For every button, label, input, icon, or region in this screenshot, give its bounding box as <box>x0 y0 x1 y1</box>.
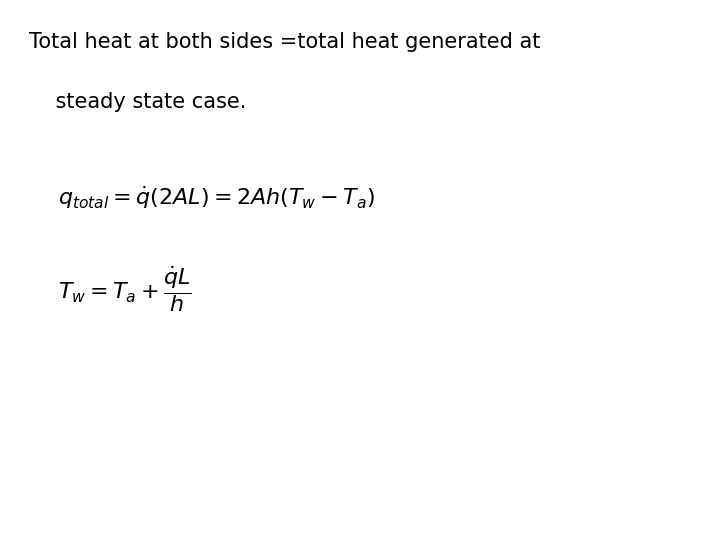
Text: $q_{total} = \dot{q}(2AL) = 2Ah(T_w - T_a)$: $q_{total} = \dot{q}(2AL) = 2Ah(T_w - T_… <box>58 184 374 211</box>
Text: $T_w = T_a + \dfrac{\dot{q}L}{h}$: $T_w = T_a + \dfrac{\dot{q}L}{h}$ <box>58 265 192 314</box>
Text: steady state case.: steady state case. <box>29 92 246 112</box>
Text: Total heat at both sides =total heat generated at: Total heat at both sides =total heat gen… <box>29 32 540 52</box>
